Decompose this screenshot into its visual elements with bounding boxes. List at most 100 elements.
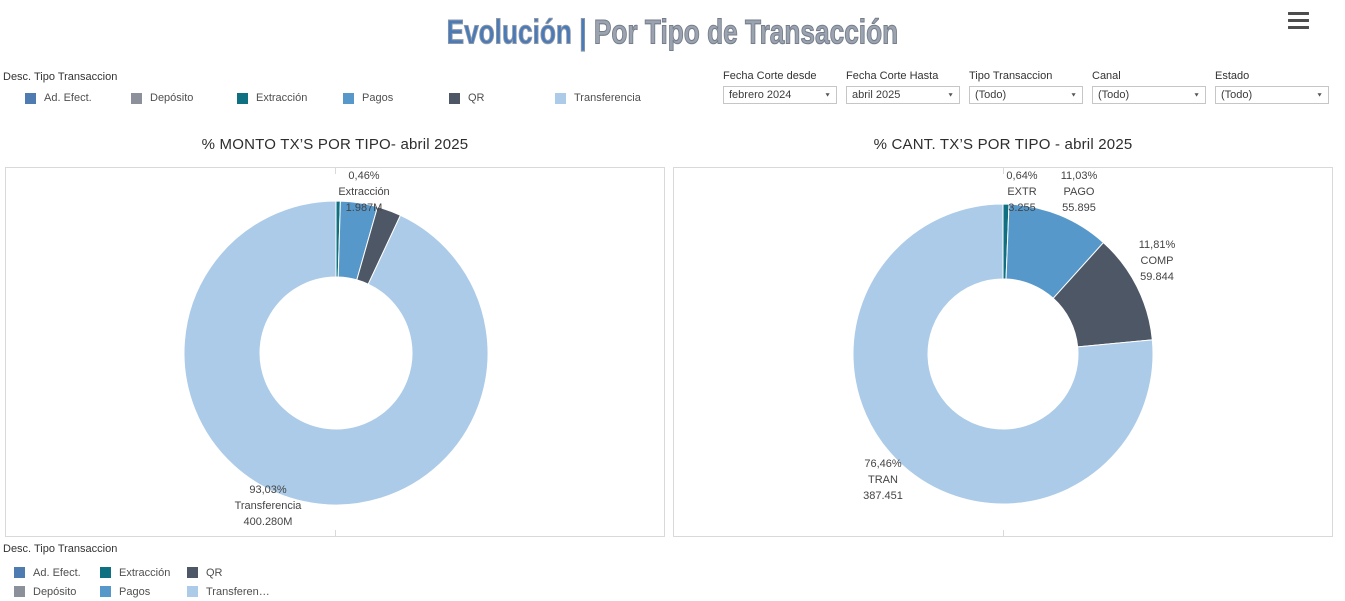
slice-label-extr: 0,64% EXTR 3.255 (1006, 168, 1037, 216)
slice-label-transferencia: 93,03% Transferencia 400.280M (235, 482, 302, 530)
slice-name: TRAN (868, 474, 898, 486)
filter-dropdown-fecha-corte-desde[interactable]: febrero 2024 ▼ (723, 86, 837, 104)
legend-swatch-qr (449, 92, 460, 104)
legend-item-qr[interactable]: QR (449, 92, 555, 104)
filter-fecha-corte-hasta: Fecha Corte Hasta abril 2025 ▼ (846, 70, 960, 104)
legend-swatch-pagos (100, 586, 111, 597)
pane-tick (335, 530, 336, 536)
slice-pct: 76,46% (864, 458, 902, 470)
slice-value: 1.987M (345, 202, 383, 214)
legend-swatch-deposito (131, 92, 142, 104)
slice-name: Extracción (338, 186, 390, 198)
legend-top-title: Desc. Tipo Transaccion (3, 71, 118, 83)
legend-item-ad-efect[interactable]: Ad. Efect. (25, 92, 131, 104)
slice-label-pago: 11,03% PAGO 55.895 (1061, 168, 1098, 216)
filter-dropdown-fecha-corte-hasta[interactable]: abril 2025 ▼ (846, 86, 960, 104)
pane-tick (1003, 168, 1004, 174)
legend-item-qr[interactable]: QR (187, 563, 270, 582)
legend-swatch-transferencia (187, 586, 198, 597)
legend-swatch-transferencia (555, 92, 566, 104)
legend-label: QR (468, 92, 485, 104)
legend-item-extraccion[interactable]: Extracción (237, 92, 343, 104)
legend-swatch-qr (187, 567, 198, 578)
legend-item-transferencia[interactable]: Transferen… (187, 582, 270, 601)
slice-label-extraccion: 0,46% Extracción 1.987M (338, 168, 389, 216)
legend-column: QR Transferen… (187, 563, 270, 601)
slice-pct: 0,64% (1006, 170, 1038, 182)
legend-item-deposito[interactable]: Depósito (131, 92, 237, 104)
legend-swatch-extraccion (100, 567, 111, 578)
legend-item-transferencia[interactable]: Transferencia (555, 92, 661, 104)
filter-label: Canal (1092, 70, 1121, 82)
filter-label: Tipo Transaccion (969, 70, 1053, 82)
chart-monto: 0,46% Extracción 1.987M 93,03% Transfere… (5, 167, 665, 537)
filter-label: Fecha Corte Hasta (846, 70, 939, 82)
legend-swatch-deposito (14, 586, 25, 597)
hamburger-menu-icon[interactable] (1288, 12, 1309, 29)
legend-item-deposito[interactable]: Depósito (14, 582, 100, 601)
legend-item-extraccion[interactable]: Extracción (100, 563, 187, 582)
legend-label: Transferen… (206, 585, 270, 598)
legend-item-ad-efect[interactable]: Ad. Efect. (14, 563, 100, 582)
page-title: Evolución | Por Tipo de Transacción (0, 11, 1345, 52)
filter-fecha-corte-desde: Fecha Corte desde febrero 2024 ▼ (723, 70, 837, 104)
chevron-down-icon: ▼ (1316, 92, 1323, 98)
donut-chart-cantidad (852, 203, 1154, 505)
slice-value: 400.280M (243, 516, 293, 528)
filter-value: (Todo) (1221, 89, 1253, 101)
filter-value: (Todo) (1098, 89, 1130, 101)
slice-value: 387.451 (863, 490, 903, 502)
filter-dropdown-tipo-transaccion[interactable]: (Todo) ▼ (969, 86, 1083, 104)
legend-label: QR (206, 566, 223, 579)
legend-swatch-ad-efect (25, 92, 36, 104)
filter-value: febrero 2024 (729, 89, 792, 101)
legend-bottom-title: Desc. Tipo Transaccion (3, 543, 118, 555)
pane-tick (335, 168, 336, 174)
hamburger-bar (1288, 26, 1309, 29)
hamburger-bar (1288, 19, 1309, 22)
chevron-down-icon: ▼ (1193, 92, 1200, 98)
legend-swatch-pagos (343, 92, 354, 104)
legend-label: Transferencia (574, 92, 641, 104)
filter-dropdown-estado[interactable]: (Todo) ▼ (1215, 86, 1329, 104)
legend-label: Pagos (119, 585, 151, 598)
legend-label: Depósito (33, 585, 77, 598)
chevron-down-icon: ▼ (824, 92, 831, 98)
chevron-down-icon: ▼ (947, 92, 954, 98)
legend-top: Desc. Tipo Transaccion Ad. Efect. Depósi… (3, 71, 661, 104)
filter-tipo-transaccion: Tipo Transaccion (Todo) ▼ (969, 70, 1083, 104)
donut-slice-transferencia[interactable] (183, 200, 489, 506)
donut-chart-monto (183, 200, 489, 506)
filter-label: Fecha Corte desde (723, 70, 817, 82)
legend-item-pagos[interactable]: Pagos (343, 92, 449, 104)
slice-pct: 11,03% (1060, 170, 1098, 182)
slice-label-comp: 11,81% COMP 59.844 (1139, 237, 1176, 285)
slice-pct: 0,46% (348, 170, 380, 182)
legend-swatch-ad-efect (14, 567, 25, 578)
slice-value: 3.255 (1008, 202, 1036, 214)
legend-label: Extracción (119, 566, 171, 579)
filter-dropdown-canal[interactable]: (Todo) ▼ (1092, 86, 1206, 104)
slice-pct: 93,03% (249, 484, 287, 496)
filter-label: Estado (1215, 70, 1250, 82)
donut-slice-tran[interactable] (852, 203, 1154, 505)
legend-label: Ad. Efect. (44, 92, 92, 104)
legend-swatch-extraccion (237, 92, 248, 104)
chart-title-monto: % MONTO TX’S POR TIPO- abril 2025 (201, 136, 469, 153)
legend-column: Ad. Efect. Depósito (14, 563, 100, 601)
chart-cantidad: 0,64% EXTR 3.255 11,03% PAGO 55.895 11,8… (673, 167, 1333, 537)
page-title-text: Evolución | Por Tipo de Transacción (446, 11, 898, 52)
slice-name: Transferencia (234, 500, 302, 512)
legend-label: Pagos (362, 92, 394, 104)
slice-value: 55.895 (1062, 202, 1096, 214)
filter-value: (Todo) (975, 89, 1007, 101)
filter-estado: Estado (Todo) ▼ (1215, 70, 1329, 104)
hamburger-bar (1288, 12, 1309, 15)
filter-value: abril 2025 (852, 89, 901, 101)
legend-item-pagos[interactable]: Pagos (100, 582, 187, 601)
chart-title-cantidad: % CANT. TX’S POR TIPO - abril 2025 (873, 136, 1133, 153)
slice-name: PAGO (1063, 186, 1095, 198)
legend-label: Extracción (256, 92, 308, 104)
chevron-down-icon: ▼ (1070, 92, 1077, 98)
